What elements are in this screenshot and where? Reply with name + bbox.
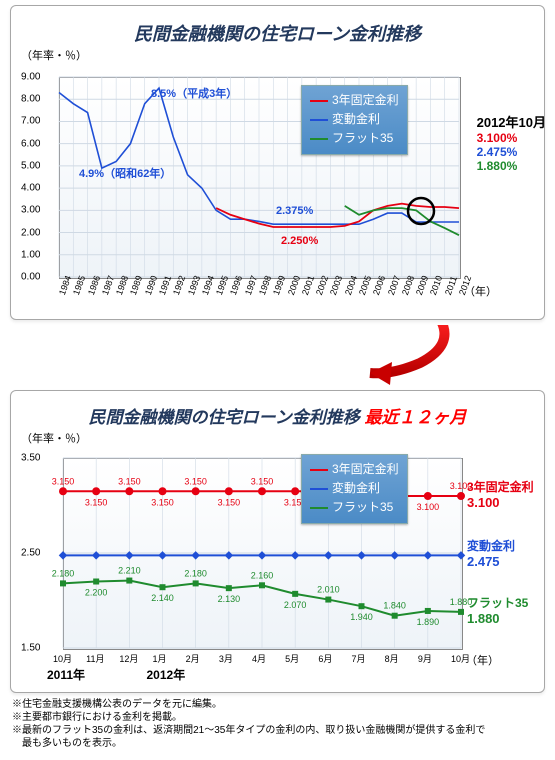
annotation: 2.375% <box>276 205 313 217</box>
xtick: 9月 <box>418 652 432 665</box>
svg-text:2.200: 2.200 <box>85 588 108 598</box>
xtick: 1月 <box>153 652 167 665</box>
svg-text:3.150: 3.150 <box>118 476 141 486</box>
svg-text:2.210: 2.210 <box>118 566 141 576</box>
svg-text:2.180: 2.180 <box>52 568 75 578</box>
top-panel: 民間金融機関の住宅ローン金利推移 （年率・％） 0.00 1.00 2.00 3.00… <box>10 5 545 320</box>
svg-text:3.150: 3.150 <box>251 476 274 486</box>
svg-text:2.010: 2.010 <box>317 585 340 595</box>
bottom-legend: 3年固定金利変動金利フラット35 <box>301 454 408 524</box>
ytick: 9.00 <box>21 72 55 83</box>
top-chart: 0.00 1.00 2.00 3.00 4.00 5.00 6.00 7.00 8.00 9.00… <box>21 65 534 295</box>
callout: 2012年10月 3.100%2.475%1.880% <box>477 112 546 173</box>
xtick: 10月 <box>53 652 72 665</box>
svg-text:1.940: 1.940 <box>350 612 373 622</box>
side-label: 変動金利2.475 <box>467 537 515 569</box>
connector-arrow <box>0 325 555 385</box>
annotation: 8.5%（平成3年） <box>151 85 237 101</box>
ytick: 1.00 <box>21 249 55 260</box>
top-ylabel: （年率・％） <box>21 47 534 63</box>
svg-text:3.150: 3.150 <box>184 476 207 486</box>
ytick: 8.00 <box>21 94 55 105</box>
svg-text:1.890: 1.890 <box>417 617 440 627</box>
annotation: 4.9%（昭和62年） <box>79 165 171 181</box>
bottom-panel: 民間金融機関の住宅ローン金利推移 最近１２ヶ月 （年率・％） 3.150 3.15… <box>10 390 545 693</box>
svg-text:2.070: 2.070 <box>284 600 307 610</box>
callout-title: 2012年10月 <box>477 112 546 131</box>
bottom-ylabel: （年率・％） <box>21 430 534 446</box>
svg-text:3.150: 3.150 <box>52 476 75 486</box>
top-title: 民間金融機関の住宅ローン金利推移 <box>21 20 534 46</box>
svg-text:2.130: 2.130 <box>218 594 241 604</box>
svg-text:3.100: 3.100 <box>417 502 440 512</box>
xtick: 11月 <box>86 652 104 665</box>
xtick: 8月 <box>385 652 399 665</box>
year-label: 2012年 <box>147 666 186 683</box>
bottom-title: 民間金融機関の住宅ローン金利推移 最近１２ヶ月 <box>21 403 534 428</box>
ytick: 3.50 <box>21 453 59 464</box>
annotation: 2.250% <box>281 235 318 247</box>
xtick: 4月 <box>252 652 266 665</box>
svg-text:1.840: 1.840 <box>383 601 406 611</box>
xtick: 5月 <box>285 652 299 665</box>
ytick: 2.00 <box>21 227 55 238</box>
ytick: 2.50 <box>21 548 59 559</box>
svg-text:2.140: 2.140 <box>151 593 174 603</box>
xtick: 6月 <box>318 652 332 665</box>
svg-text:3.150: 3.150 <box>85 497 108 507</box>
ytick: 6.00 <box>21 138 55 149</box>
xtick: 12月 <box>119 652 138 665</box>
side-label: フラット351.880 <box>467 594 528 626</box>
footnotes: ※住宅金融支援機構公表のデータを元に編集。※主要都市銀行における金利を掲載。※最… <box>12 698 543 750</box>
side-label: 3年固定金利3.100 <box>467 478 534 510</box>
top-legend: 3年固定金利変動金利フラット35 <box>301 85 408 155</box>
bottom-chart: 3.1503.1503.1503.1503.1503.1503.1503.150… <box>21 448 534 668</box>
svg-text:3.150: 3.150 <box>151 497 174 507</box>
ytick: 7.00 <box>21 116 55 127</box>
ytick: 0.00 <box>21 272 55 283</box>
svg-text:2.160: 2.160 <box>251 570 274 580</box>
ytick: 4.00 <box>21 183 55 194</box>
svg-text:3.150: 3.150 <box>218 497 241 507</box>
xtick: 3月 <box>219 652 233 665</box>
xtick: 7月 <box>352 652 366 665</box>
year-label: 2011年 <box>47 666 85 683</box>
ytick: 3.00 <box>21 205 55 216</box>
ytick: 5.00 <box>21 160 55 171</box>
xtick: 2月 <box>186 652 200 665</box>
svg-text:2.180: 2.180 <box>184 568 207 578</box>
